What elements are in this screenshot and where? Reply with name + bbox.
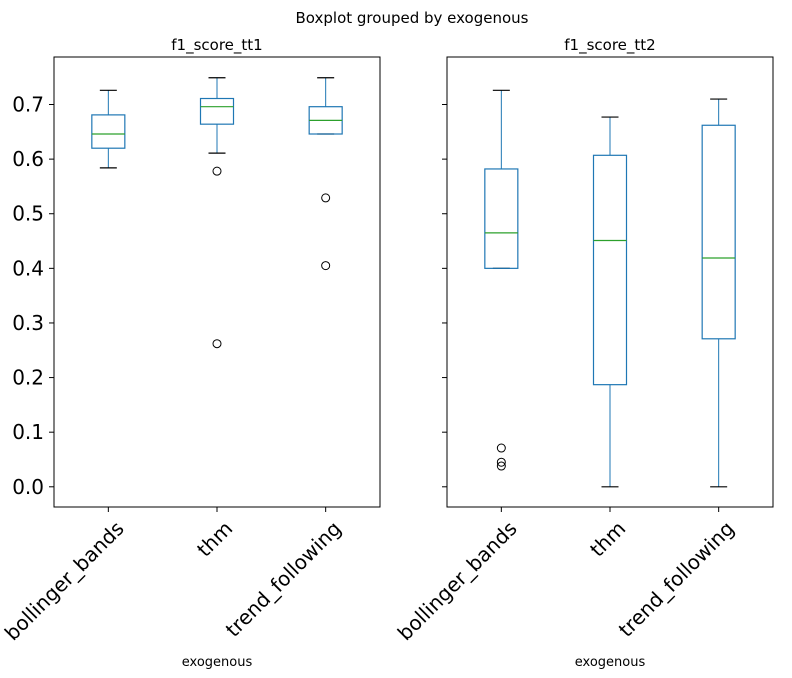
x-axis-label: exogenous <box>182 655 253 670</box>
y-tick-label: 0.0 <box>12 475 44 499</box>
iqr-box <box>199 97 235 125</box>
outlier-point <box>496 461 506 471</box>
x-axis-label: exogenous <box>575 655 646 670</box>
y-tick-label: 0.2 <box>12 366 44 390</box>
subplot-f1-score-tt1: f1_score_tt1 0.0 0.1 0.2 0.3 0.4 0.5 0.6 0.7 boll… <box>0 36 381 670</box>
box-thm <box>199 77 235 349</box>
y-tick-label: 0.1 <box>12 420 44 444</box>
box-bollinger-bands <box>484 89 519 471</box>
y-tick-label: 0.7 <box>12 93 44 117</box>
x-tick-label: trend_following <box>221 516 346 641</box>
x-tick-label: thm <box>585 516 630 561</box>
subplot-title: f1_score_tt1 <box>171 36 262 55</box>
x-tick-label: bollinger_bands <box>393 516 522 645</box>
x-tick-label: thm <box>192 516 237 561</box>
box-bollinger-bands <box>91 89 126 169</box>
subplot-f1-score-tt2: f1_score_tt2 bollinger_bands thmtrend_foll… <box>393 36 774 670</box>
box-trend-following <box>308 77 343 271</box>
iqr-box <box>592 154 628 386</box>
outlier-point <box>321 261 331 271</box>
y-tick-label: 0.4 <box>12 256 44 280</box>
outlier-point <box>212 166 222 176</box>
outlier-point <box>496 457 506 467</box>
outlier-point <box>496 443 506 453</box>
x-tick-label: bollinger_bands <box>0 516 129 645</box>
iqr-box <box>91 114 126 149</box>
y-tick-label: 0.3 <box>12 311 44 335</box>
y-tick-label: 0.5 <box>12 202 44 226</box>
x-tick-label: trend_following <box>614 516 739 641</box>
box-thm <box>592 116 628 488</box>
y-tick-label: 0.6 <box>12 147 44 171</box>
iqr-box <box>484 168 519 269</box>
iqr-box <box>701 124 736 340</box>
subplot-title: f1_score_tt2 <box>564 36 655 55</box>
outlier-point <box>321 193 331 203</box>
figure-suptitle: Boxplot grouped by exogenous <box>296 9 529 27</box>
outlier-point <box>212 339 222 349</box>
box-trend-following <box>701 98 736 488</box>
